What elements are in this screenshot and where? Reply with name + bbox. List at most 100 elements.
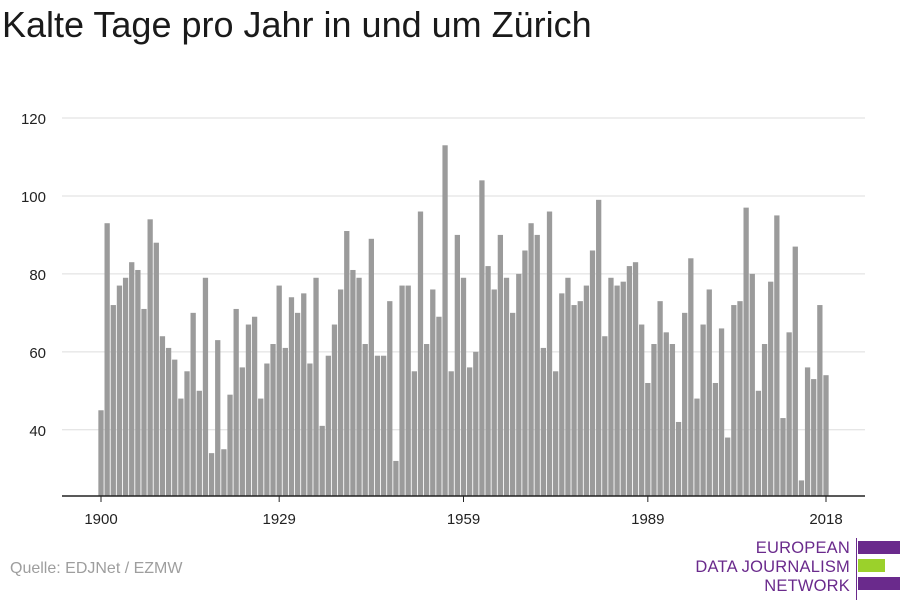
bar xyxy=(368,238,374,496)
edjnet-logo: EUROPEAN DATA JOURNALISM NETWORK xyxy=(695,538,900,600)
bar xyxy=(682,312,688,496)
bar xyxy=(233,308,239,496)
bar xyxy=(516,273,522,496)
bar xyxy=(774,215,780,497)
bar xyxy=(362,344,368,496)
bar xyxy=(202,277,209,496)
bar xyxy=(479,180,485,496)
bar xyxy=(620,281,626,496)
bar xyxy=(270,344,276,496)
bar xyxy=(768,281,774,496)
bar xyxy=(165,347,172,496)
y-tick-label: 120 xyxy=(21,111,46,128)
bar xyxy=(651,344,657,496)
bar xyxy=(737,301,743,496)
bar xyxy=(497,234,504,496)
bar xyxy=(122,277,129,496)
bar xyxy=(239,367,245,496)
bar xyxy=(811,379,817,496)
logo-line-2: DATA JOURNALISM xyxy=(695,558,850,576)
y-axis-ticks: 40 60 80 100 120 xyxy=(21,111,46,440)
bar xyxy=(565,277,571,496)
bar xyxy=(399,285,405,496)
bar xyxy=(559,293,565,496)
bar xyxy=(356,277,362,496)
logo-divider xyxy=(856,538,857,600)
bar xyxy=(135,269,141,496)
bar xyxy=(460,277,467,496)
y-tick-label: 100 xyxy=(21,189,46,206)
bar xyxy=(337,289,344,496)
bar xyxy=(577,301,583,496)
bar xyxy=(331,324,338,496)
bar xyxy=(534,234,540,496)
logo-bar-bottom xyxy=(858,577,900,590)
bar xyxy=(596,199,602,496)
bar xyxy=(553,371,559,496)
bar xyxy=(639,324,645,496)
bar xyxy=(215,340,221,496)
bar xyxy=(792,246,798,496)
source-note: Quelle: EDJNet / EZMW xyxy=(10,560,183,577)
bar xyxy=(755,390,762,496)
bar xyxy=(786,332,792,496)
bar xyxy=(663,332,669,496)
bar xyxy=(589,250,596,496)
bar xyxy=(602,336,608,496)
bar xyxy=(632,262,639,496)
bar xyxy=(430,289,436,496)
bar xyxy=(780,418,786,496)
bar xyxy=(221,449,227,496)
bar xyxy=(184,371,190,496)
bar xyxy=(172,359,178,496)
bar xyxy=(454,234,460,496)
logo-line-3: NETWORK xyxy=(764,577,850,595)
bar xyxy=(301,293,307,496)
bar xyxy=(725,437,731,496)
bar xyxy=(448,371,454,496)
x-tick-label: 1989 xyxy=(631,511,664,528)
bar xyxy=(251,316,258,496)
bar xyxy=(276,285,282,496)
bar xyxy=(700,324,706,496)
bar xyxy=(675,421,682,496)
logo-bar-top xyxy=(858,541,900,554)
bar xyxy=(208,453,215,496)
bar xyxy=(294,312,301,496)
bar xyxy=(669,344,676,496)
bar xyxy=(546,211,553,497)
bar xyxy=(731,305,737,496)
bar xyxy=(159,336,166,496)
bar xyxy=(614,285,620,496)
bar xyxy=(743,207,749,497)
bar xyxy=(319,425,325,496)
bar xyxy=(522,250,528,496)
bar xyxy=(712,382,719,496)
bar xyxy=(325,355,331,496)
bar xyxy=(485,266,491,496)
bar xyxy=(823,375,829,496)
bar xyxy=(510,312,516,496)
bar xyxy=(178,398,184,496)
bar xyxy=(540,347,547,496)
bar xyxy=(190,312,196,496)
x-tick-label: 1900 xyxy=(84,511,117,528)
y-tick-label: 60 xyxy=(29,345,46,362)
bar xyxy=(817,305,823,496)
bar xyxy=(129,262,135,496)
bar xyxy=(110,305,116,496)
bar xyxy=(694,398,700,496)
bar xyxy=(141,308,147,496)
bar xyxy=(374,355,381,496)
bar xyxy=(417,211,424,497)
bar xyxy=(688,258,694,496)
bar xyxy=(344,231,350,496)
bar xyxy=(147,219,153,496)
bar xyxy=(645,382,651,496)
logo-bar-middle xyxy=(858,559,885,572)
bar xyxy=(264,363,270,496)
bar xyxy=(423,344,430,496)
bar xyxy=(467,367,473,496)
bar xyxy=(196,390,202,496)
